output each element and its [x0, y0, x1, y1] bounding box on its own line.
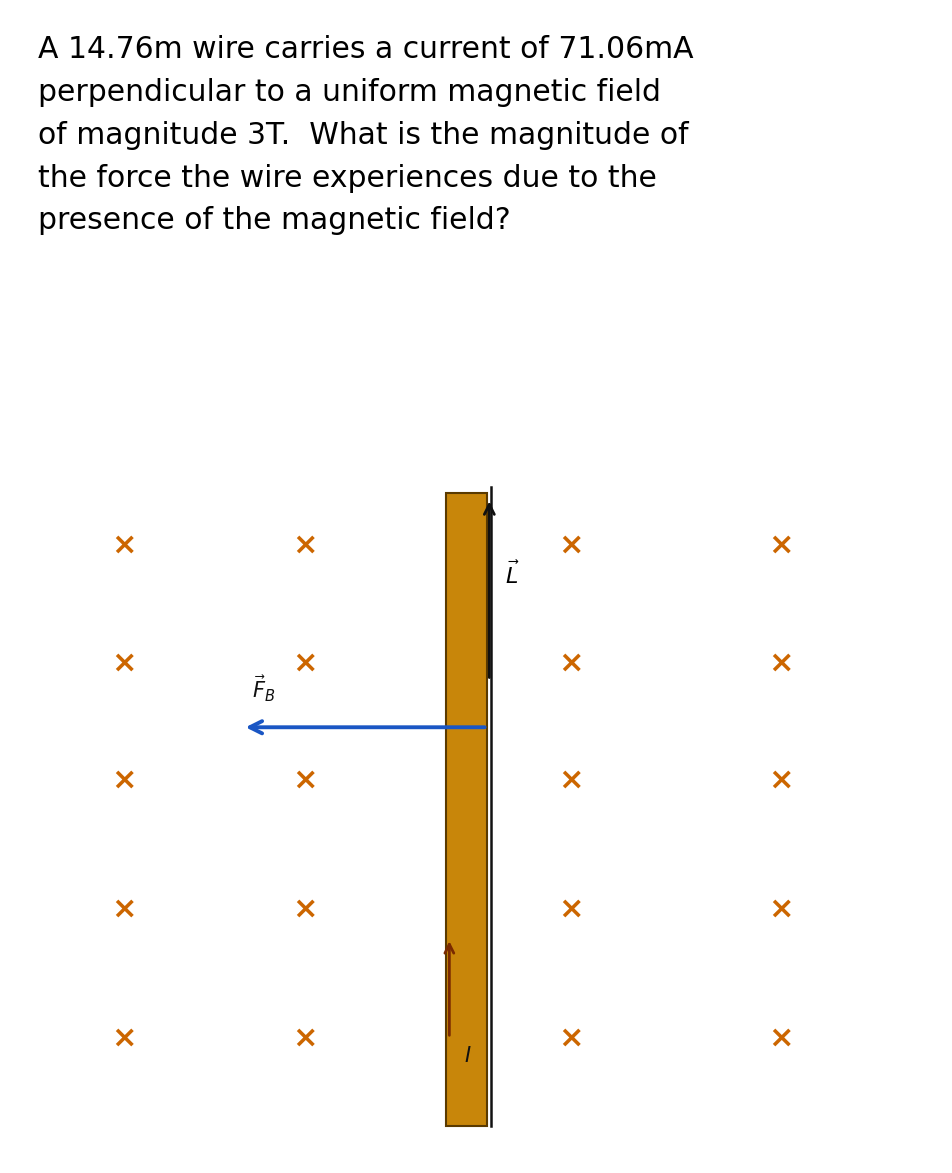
Text: ×: × [559, 531, 584, 560]
Text: $\vec{F}_B$: $\vec{F}_B$ [252, 673, 276, 704]
Text: ×: × [559, 895, 584, 923]
Text: ×: × [768, 895, 793, 923]
Text: ×: × [111, 895, 136, 923]
Text: $I$: $I$ [464, 1046, 471, 1066]
Text: ×: × [768, 766, 793, 794]
Text: ×: × [111, 531, 136, 560]
Text: ×: × [292, 531, 317, 560]
Text: ×: × [292, 649, 317, 677]
Text: ×: × [768, 531, 793, 560]
Text: ×: × [111, 649, 136, 677]
Text: ×: × [292, 766, 317, 794]
Text: ×: × [559, 1024, 584, 1052]
Text: ×: × [111, 766, 136, 794]
Text: ×: × [559, 766, 584, 794]
Text: ×: × [768, 649, 793, 677]
Text: A 14.76m wire carries a current of 71.06mA
perpendicular to a uniform magnetic f: A 14.76m wire carries a current of 71.06… [38, 35, 694, 236]
Text: ×: × [559, 649, 584, 677]
Text: ×: × [292, 1024, 317, 1052]
Text: ×: × [768, 1024, 793, 1052]
Bar [446, 493, 487, 1126]
Text: $\vec{L}$: $\vec{L}$ [505, 561, 520, 589]
Text: ×: × [111, 1024, 136, 1052]
Text: ×: × [292, 895, 317, 923]
